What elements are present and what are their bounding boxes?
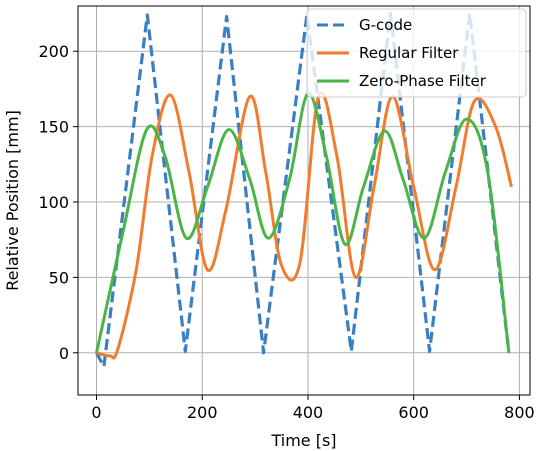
y-tick-label: 200 — [38, 42, 69, 61]
x-tick-label: 0 — [91, 403, 101, 422]
y-axis-label: Relative Position [mm] — [3, 110, 22, 291]
x-tick-label: 600 — [398, 403, 429, 422]
y-tick-label: 50 — [49, 268, 69, 287]
x-tick-label: 200 — [187, 403, 218, 422]
x-tick-label: 400 — [293, 403, 324, 422]
legend-label: G-code — [359, 16, 412, 34]
legend-box — [306, 8, 527, 98]
series-line-regular-filter — [96, 91, 513, 360]
legend-label: Zero-Phase Filter — [359, 72, 487, 90]
x-axis-label: Time [s] — [270, 431, 336, 450]
x-axis-ticks: 0 200 400 600 800 — [91, 395, 535, 422]
legend-label: Regular Filter — [359, 44, 459, 62]
legend: G-code Regular Filter Zero-Phase Filter — [306, 8, 527, 98]
plot-frame — [77, 5, 531, 396]
y-tick-label: 150 — [38, 118, 69, 137]
y-axis-ticks: 0 50 100 150 200 — [38, 42, 78, 363]
series-line-g-code — [95, 11, 511, 368]
x-tick-label: 800 — [504, 403, 535, 422]
y-tick-label: 0 — [59, 344, 69, 363]
y-tick-label: 100 — [38, 193, 69, 212]
